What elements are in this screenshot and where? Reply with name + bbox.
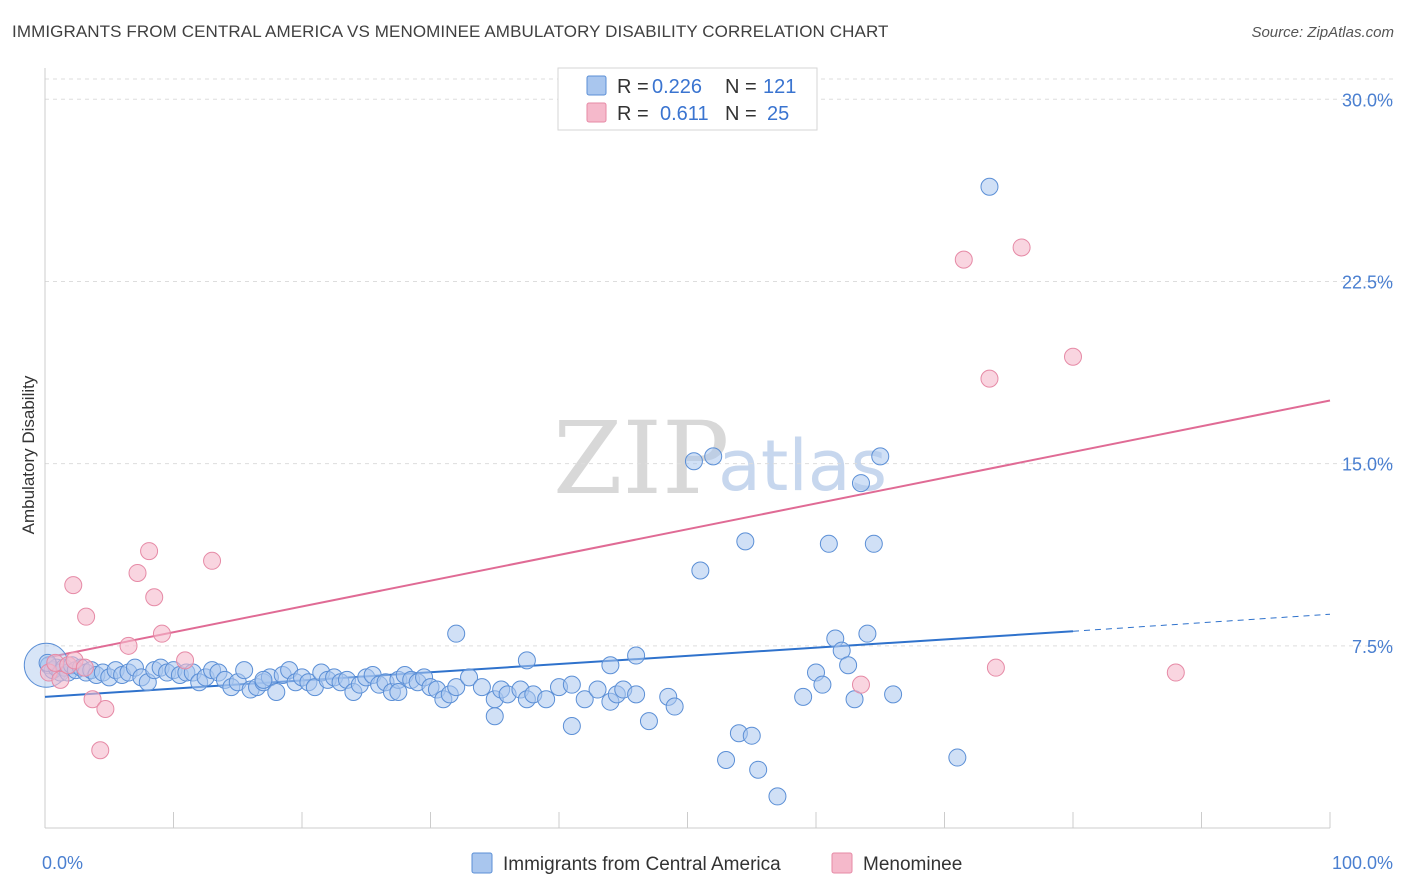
data-points <box>23 177 1185 806</box>
point-central-america-101 <box>749 760 768 779</box>
point-menominee-11 <box>119 636 138 655</box>
point-menominee-17 <box>203 551 222 570</box>
point-menominee-14 <box>145 588 164 607</box>
point-menominee-9 <box>91 741 110 760</box>
point-menominee-5 <box>75 658 94 677</box>
point-central-america-113 <box>864 534 883 553</box>
y-tick-label-0: 7.5% <box>1352 637 1393 657</box>
legend: R = 0.226 N = 121 R = 0.611 N = 25 <box>557 67 818 131</box>
point-central-america-100 <box>742 726 761 745</box>
point-central-america-115 <box>884 685 903 704</box>
point-central-america-103 <box>794 687 813 706</box>
trend-line-central-america-extension <box>1072 613 1331 632</box>
point-central-america-90 <box>627 646 646 665</box>
x-tick-label-1: 100.0% <box>1332 853 1393 873</box>
point-menominee-8 <box>83 690 102 709</box>
bottom-legend-swatch-blue <box>471 852 493 874</box>
point-central-america-78 <box>562 675 581 694</box>
point-menominee-18 <box>851 675 870 694</box>
point-menominee-23 <box>1064 347 1082 366</box>
point-central-america-94 <box>684 452 703 471</box>
watermark-zip: ZIP <box>553 400 729 517</box>
legend-r-value-2: 0.611 <box>660 103 709 125</box>
point-central-america-67 <box>447 678 466 697</box>
bottom-legend: Immigrants from Central America Menomine… <box>471 852 962 875</box>
point-central-america-112 <box>858 624 877 643</box>
point-central-america-114 <box>871 447 890 466</box>
legend-n-value-2: 25 <box>767 103 789 125</box>
point-central-america-99 <box>736 532 755 551</box>
legend-r-label-1: R = <box>617 76 649 98</box>
point-central-america-91 <box>639 712 658 731</box>
trend-line-menominee <box>44 399 1331 659</box>
point-central-america-109 <box>839 656 858 675</box>
point-central-america-96 <box>704 447 723 466</box>
point-menominee-24 <box>1166 663 1185 682</box>
tick-labels: 7.5% 15.0% 22.5% 30.0% 0.0% 100.0% <box>42 90 1393 873</box>
chart-title: IMMIGRANTS FROM CENTRAL AMERICA VS MENOM… <box>12 22 889 41</box>
point-central-america-116 <box>948 748 967 767</box>
point-central-america-111 <box>851 474 870 493</box>
point-menominee-22 <box>1012 238 1031 257</box>
legend-n-label-2: N = <box>725 103 757 125</box>
point-central-america-76 <box>537 690 556 709</box>
legend-swatch-pink <box>586 102 607 123</box>
point-central-america-95 <box>691 561 710 580</box>
point-central-america-39 <box>267 682 286 701</box>
point-central-america-69 <box>472 678 491 697</box>
point-central-america-85 <box>447 624 466 643</box>
point-central-america-84 <box>627 685 646 704</box>
bottom-legend-swatch-pink <box>831 852 853 874</box>
point-menominee-2 <box>51 670 70 689</box>
source-credit: Source: ZipAtlas.com <box>1251 24 1394 41</box>
watermark-atlas: atlas <box>718 425 887 507</box>
point-menominee-15 <box>152 624 171 643</box>
point-central-america-88 <box>562 716 581 735</box>
y-tick-label-2: 22.5% <box>1342 272 1393 292</box>
point-menominee-19 <box>954 250 973 269</box>
trend-lines <box>44 399 1331 698</box>
x-tick-label-0: 0.0% <box>42 853 83 873</box>
legend-n-label-1: N = <box>725 76 757 98</box>
point-central-america-119 <box>389 682 408 701</box>
point-menominee-10 <box>96 699 115 718</box>
point-central-america-118 <box>254 670 273 689</box>
point-menominee-7 <box>77 607 96 626</box>
point-menominee-16 <box>176 651 195 670</box>
point-menominee-6 <box>64 576 83 595</box>
point-menominee-13 <box>140 542 159 561</box>
watermark: ZIP atlas <box>553 400 887 517</box>
point-central-america-86 <box>485 707 504 726</box>
legend-r-value-1: 0.226 <box>652 76 702 98</box>
point-central-america-97 <box>717 750 736 769</box>
legend-swatch-blue <box>586 75 607 96</box>
point-central-america-79 <box>575 690 594 709</box>
y-axis-label: Ambulatory Disability <box>19 375 38 534</box>
y-tick-label-3: 30.0% <box>1342 90 1393 110</box>
point-central-america-68 <box>460 668 479 687</box>
point-central-america-89 <box>601 656 620 675</box>
grid-lines <box>45 78 1395 647</box>
point-central-america-106 <box>819 534 838 553</box>
point-central-america-93 <box>665 697 684 716</box>
point-central-america-105 <box>813 675 832 694</box>
legend-r-label-2: R = <box>617 103 649 125</box>
point-central-america-102 <box>768 787 787 806</box>
point-central-america-117 <box>980 177 999 196</box>
legend-n-value-1: 121 <box>763 76 796 98</box>
point-menominee-21 <box>986 658 1005 677</box>
point-central-america-87 <box>517 651 536 670</box>
point-central-america-80 <box>588 680 607 699</box>
bottom-legend-label-1: Immigrants from Central America <box>503 854 781 875</box>
axes <box>44 68 1331 829</box>
y-tick-label-1: 15.0% <box>1342 455 1393 475</box>
trend-line-central-america <box>44 630 1074 698</box>
point-central-america-34 <box>235 661 254 680</box>
point-menominee-20 <box>980 369 999 388</box>
point-menominee-12 <box>128 563 147 582</box>
bottom-legend-label-2: Menominee <box>863 854 962 875</box>
